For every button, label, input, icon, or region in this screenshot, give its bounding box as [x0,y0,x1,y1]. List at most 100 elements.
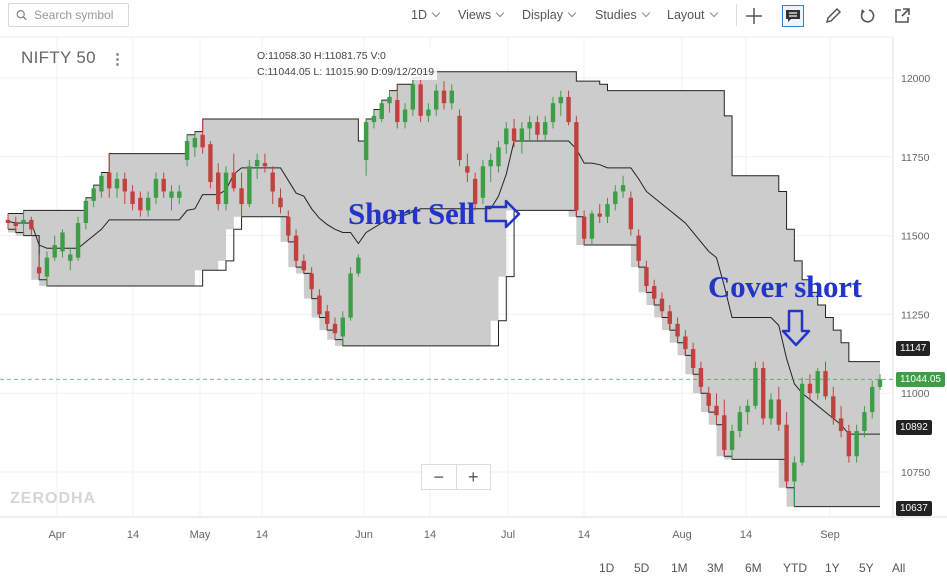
candle-body [449,90,454,104]
candle-body [675,323,680,337]
range-ytd[interactable]: YTD [783,561,807,575]
pencil-icon [825,7,842,24]
candle-body [83,200,89,223]
chat-icon [786,10,800,22]
chat-button[interactable] [782,5,804,27]
candle-body [659,298,665,312]
zoom-out-button[interactable]: − [433,466,444,487]
candle-body [418,84,423,116]
zerodha-watermark: ZERODHA [10,490,97,507]
candle-body [434,90,439,110]
candle-body [628,197,634,230]
candle-body [465,166,470,173]
zoom-in-button[interactable]: + [455,465,491,489]
candle-body [535,122,540,135]
views-label: Views [458,8,492,22]
ohlc-readout: O:11058.30 H:11081.75 V:0 C:11044.05 L: … [254,48,438,80]
candle-body [667,311,672,324]
range-6m[interactable]: 6M [745,561,762,575]
price-tick-label: 12000 [901,73,930,85]
interval-dropdown[interactable]: 1D [411,8,441,22]
candle-body [286,216,291,236]
candle-body [745,405,750,413]
views-menu[interactable]: Views [458,8,505,22]
candle-body [216,172,221,205]
current-price-tag: 11044.05 [896,372,945,387]
range-3m[interactable]: 3M [707,561,724,575]
time-tick-label: 14 [424,529,436,541]
search-input[interactable] [32,7,128,23]
candle-body [488,159,493,167]
candle-body [208,144,213,183]
candle-body [768,399,774,419]
candle-body [426,109,431,116]
candle-body [356,257,361,274]
candle-body [21,219,26,223]
candle-body [410,84,416,110]
range-1y[interactable]: 1Y [825,561,840,575]
candle-body [223,172,229,205]
candle-body [714,405,719,416]
candle-body [52,245,57,258]
range-5d[interactable]: 5D [634,561,650,575]
candle-body [519,128,525,142]
time-tick-label: Sep [820,529,840,541]
candle-body [527,122,532,129]
candle-body [644,267,649,287]
candle-body [387,96,392,104]
price-tick-label: 11500 [901,231,930,243]
candle-body [371,115,377,123]
candle-body [706,393,711,406]
candle-body [613,191,618,205]
symbol-menu-icon[interactable]: ⋮ [110,51,125,68]
search-box[interactable] [8,3,129,27]
range-1m[interactable]: 1M [671,561,688,575]
candle-body [784,424,789,482]
display-menu[interactable]: Display [522,8,577,22]
price-tick-label: 11000 [901,388,930,400]
range-1d[interactable]: 1D [599,561,615,575]
candle-body [831,396,836,419]
chevron-down-icon [567,8,577,18]
candle-body [574,122,579,211]
range-5y[interactable]: 5Y [859,561,874,575]
channel-middle-line [7,140,880,435]
time-tick-label: 14 [256,529,268,541]
candle-body [309,273,314,290]
candle-body [441,90,447,104]
candle-body [184,141,190,160]
reset-button[interactable] [857,5,879,27]
time-tick-label: 14 [578,529,590,541]
candle-body [815,371,820,394]
candle-body [247,166,252,205]
candle-body [870,386,875,413]
draw-button[interactable] [822,5,844,27]
candle-body [145,197,151,211]
upper-band-tag: 11147 [896,341,931,356]
candle-body [122,178,127,192]
time-tick-label: Aug [672,529,692,541]
symbol-name: NIFTY 50 [21,48,96,67]
range-all[interactable]: All [892,561,906,575]
ohlc-line-2: C:11044.05 L: 11015.90 D:09/12/2019 [257,66,435,78]
layout-label: Layout [667,8,705,22]
price-chart[interactable]: 12000 11750 11500 11250 11000 10750 Apr 14 May 14… [0,32,947,585]
candle-body [652,286,657,299]
studies-menu[interactable]: Studies [595,8,650,22]
candle-body [799,383,805,463]
popout-button[interactable] [891,5,913,27]
crosshair-button[interactable] [743,5,765,27]
layout-menu[interactable]: Layout [667,8,718,22]
candle-body [838,418,844,432]
candle-body [379,103,384,119]
candle-body [620,185,626,192]
time-tick-label: Jul [501,529,515,541]
interval-label: 1D [411,8,427,22]
chevron-down-icon [641,8,650,18]
candle-body [402,109,408,123]
candle-body [75,222,81,258]
candle-body [192,137,198,148]
candle-body [683,336,688,350]
candle-body [153,178,159,198]
candle-body [862,412,867,432]
